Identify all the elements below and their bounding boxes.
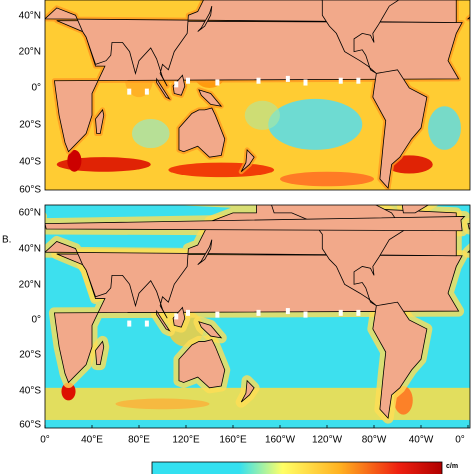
land xyxy=(240,148,255,173)
missing-data xyxy=(174,313,179,320)
land xyxy=(95,340,105,366)
lat-label: 20°S xyxy=(19,350,41,361)
ocean-patch xyxy=(61,382,76,401)
land xyxy=(178,107,226,158)
ocean-patch xyxy=(168,162,275,178)
missing-data xyxy=(338,309,343,316)
lat-label: 20°N xyxy=(19,280,41,291)
land xyxy=(321,0,400,74)
panel-label: B. xyxy=(2,235,11,246)
missing-data xyxy=(144,320,149,327)
missing-data xyxy=(127,88,132,95)
missing-data xyxy=(356,309,361,316)
lat-label: 60°S xyxy=(19,185,41,196)
land xyxy=(156,309,171,332)
lat-label: 20°S xyxy=(19,120,41,131)
missing-data xyxy=(285,308,290,315)
land xyxy=(95,108,105,134)
missing-data xyxy=(356,77,361,84)
lon-label: 40°E xyxy=(81,435,103,446)
missing-data xyxy=(144,88,149,95)
land xyxy=(466,249,470,253)
land xyxy=(466,16,470,20)
map-panel-b xyxy=(0,205,470,428)
ocean-patch xyxy=(244,100,280,130)
ocean-patch xyxy=(67,149,82,172)
land xyxy=(401,205,429,214)
land xyxy=(197,5,213,32)
land xyxy=(372,301,428,420)
land xyxy=(172,306,186,328)
lat-label: 40°S xyxy=(19,157,41,168)
colorbar-unit: c/m xyxy=(446,463,458,470)
coast-band xyxy=(0,302,4,418)
land xyxy=(467,223,470,230)
lat-label: 40°N xyxy=(19,244,41,255)
axis-labels: 40°N 20°N 0° 20°S 40°S 60°S 60°N 40°N 20°N 0° 20°S… xyxy=(19,11,469,446)
missing-data xyxy=(127,320,132,327)
lat-label: 0° xyxy=(31,315,41,326)
land xyxy=(197,239,213,265)
missing-data xyxy=(186,77,190,84)
lon-label: 160°W xyxy=(265,435,296,446)
land xyxy=(0,302,4,418)
colorbar xyxy=(151,461,443,474)
land xyxy=(198,321,223,339)
panel-a-frame xyxy=(44,0,471,191)
land xyxy=(172,74,186,96)
land xyxy=(0,70,4,188)
land xyxy=(178,339,226,389)
land xyxy=(198,89,223,107)
lon-label: 40°W xyxy=(409,435,434,446)
ocean-patch xyxy=(131,118,170,149)
lat-label: 40°N xyxy=(19,11,41,22)
ocean-patch xyxy=(428,106,461,150)
missing-data xyxy=(303,79,308,86)
lon-label: 120°E xyxy=(172,435,200,446)
ocean-patch xyxy=(268,98,363,150)
missing-data xyxy=(186,309,190,316)
land xyxy=(240,379,255,403)
lon-label: 0° xyxy=(455,435,465,446)
ocean-patch xyxy=(115,398,210,410)
map-panel-a xyxy=(0,0,470,190)
lon-label: 0° xyxy=(40,435,50,446)
lat-label: 0° xyxy=(31,83,41,94)
missing-data xyxy=(174,81,179,88)
missing-data xyxy=(215,79,220,86)
ocean-patch xyxy=(280,171,374,187)
missing-data xyxy=(303,311,308,318)
land xyxy=(156,77,171,100)
land xyxy=(372,69,428,189)
panel-b-frame xyxy=(44,204,471,429)
lon-label: 80°E xyxy=(128,435,150,446)
missing-data xyxy=(285,75,290,82)
lat-label: 20°N xyxy=(19,47,41,58)
land xyxy=(45,216,466,232)
missing-data xyxy=(338,77,343,84)
lat-label: 60°S xyxy=(19,420,41,431)
lon-label: 80°W xyxy=(362,435,387,446)
missing-data xyxy=(215,311,220,318)
lat-label: 60°N xyxy=(19,208,41,219)
lat-label: 40°S xyxy=(19,386,41,397)
lon-label: 160°E xyxy=(219,435,247,446)
coast-band xyxy=(0,70,4,188)
missing-data xyxy=(256,77,261,84)
lon-label: 120°W xyxy=(312,435,343,446)
missing-data xyxy=(256,309,261,316)
